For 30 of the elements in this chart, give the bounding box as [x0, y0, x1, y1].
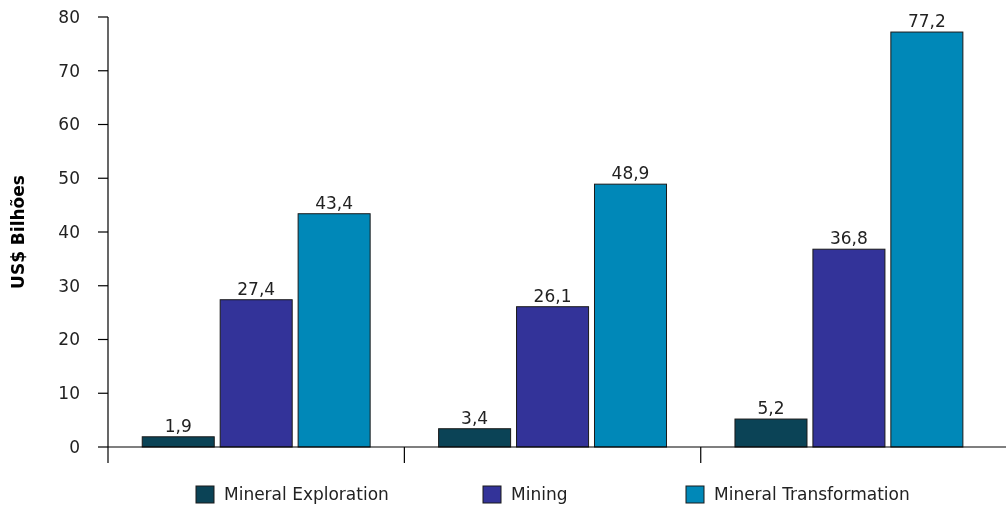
y-axis-title: US$ Bilhões	[8, 175, 28, 289]
y-tick-label: 80	[58, 6, 80, 27]
y-tick-label: 70	[58, 60, 80, 81]
y-tick-label: 0	[69, 436, 80, 457]
y-tick-label: 50	[58, 168, 80, 189]
y-tick-label: 10	[58, 383, 80, 404]
data-label: 5,2	[757, 398, 785, 419]
y-tick-label: 60	[58, 114, 80, 135]
bar	[219, 299, 293, 448]
bar	[812, 248, 886, 448]
data-label: 3,4	[461, 407, 489, 428]
legend-label: Mineral Transformation	[714, 484, 910, 505]
bar	[516, 306, 590, 448]
data-label: 1,9	[164, 415, 192, 436]
legend-label: Mining	[511, 484, 568, 505]
bar	[297, 213, 371, 448]
bar	[438, 428, 512, 448]
legend-label: Mineral Exploration	[224, 484, 389, 505]
data-label: 77,2	[907, 11, 946, 32]
y-tick-label: 30	[58, 275, 80, 296]
bar	[734, 418, 808, 448]
bar	[593, 183, 668, 448]
y-tick-label: 40	[58, 221, 80, 242]
data-label: 26,1	[533, 285, 572, 306]
y-tick-label: 20	[58, 329, 80, 350]
data-label: 43,4	[315, 192, 354, 213]
data-label: 36,8	[829, 228, 868, 249]
data-label: 27,4	[237, 278, 276, 299]
bar	[890, 31, 964, 448]
data-label: 48,9	[611, 163, 650, 184]
